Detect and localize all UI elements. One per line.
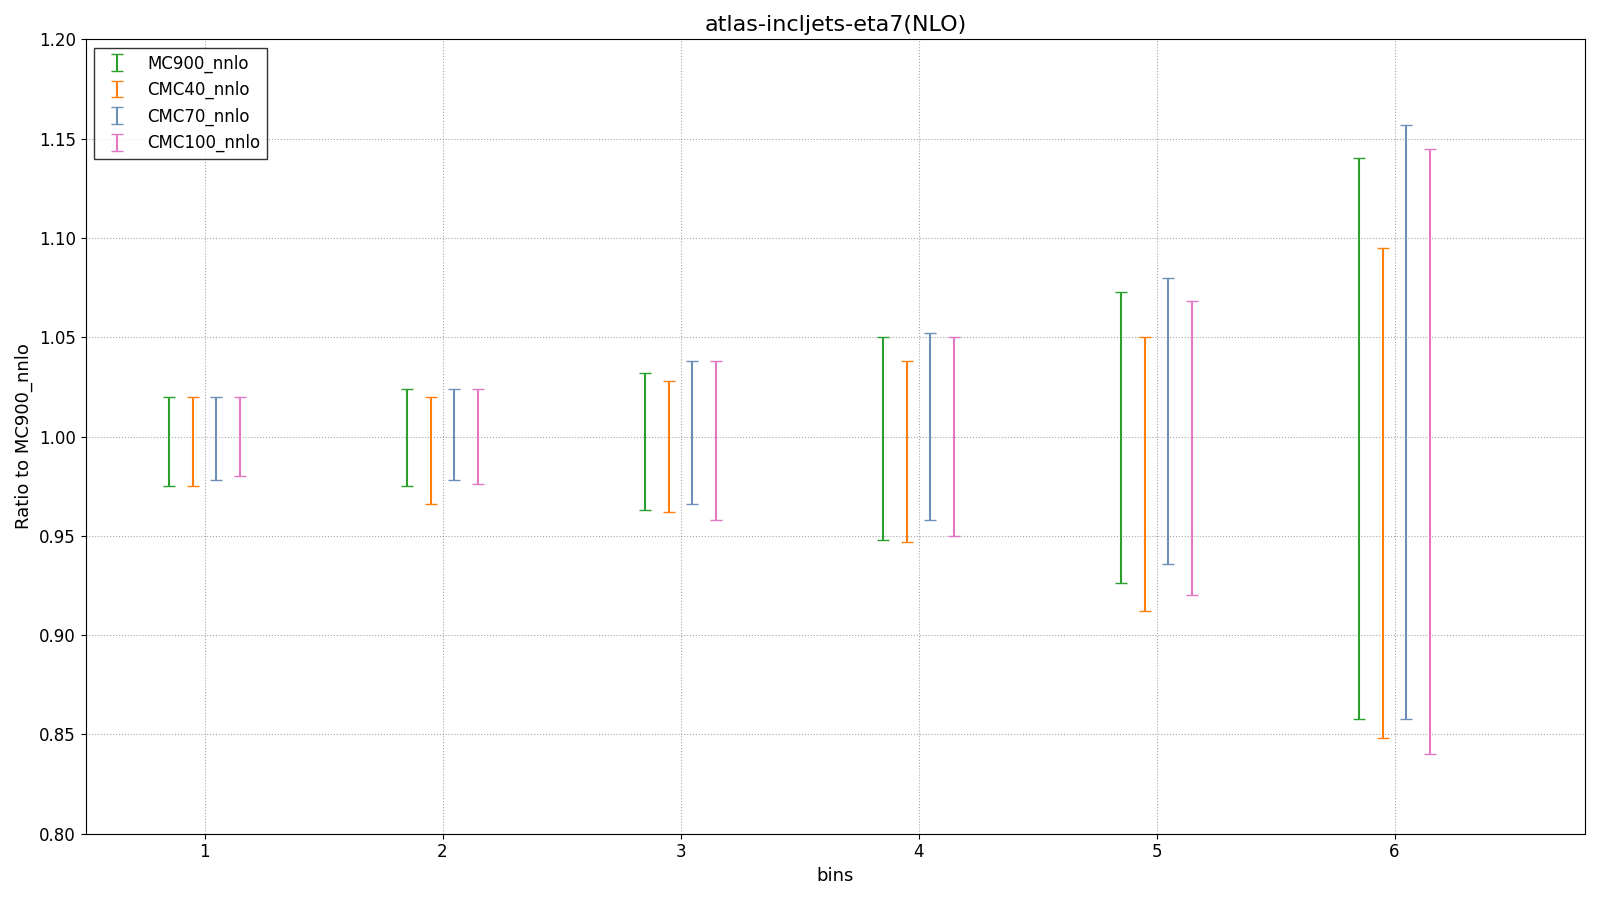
Title: atlas-incljets-eta7(NLO): atlas-incljets-eta7(NLO) xyxy=(704,15,966,35)
X-axis label: bins: bins xyxy=(816,867,854,885)
Y-axis label: Ratio to MC900_nnlo: Ratio to MC900_nnlo xyxy=(14,344,34,529)
Legend: MC900_nnlo, CMC40_nnlo, CMC70_nnlo, CMC100_nnlo: MC900_nnlo, CMC40_nnlo, CMC70_nnlo, CMC1… xyxy=(94,48,267,159)
